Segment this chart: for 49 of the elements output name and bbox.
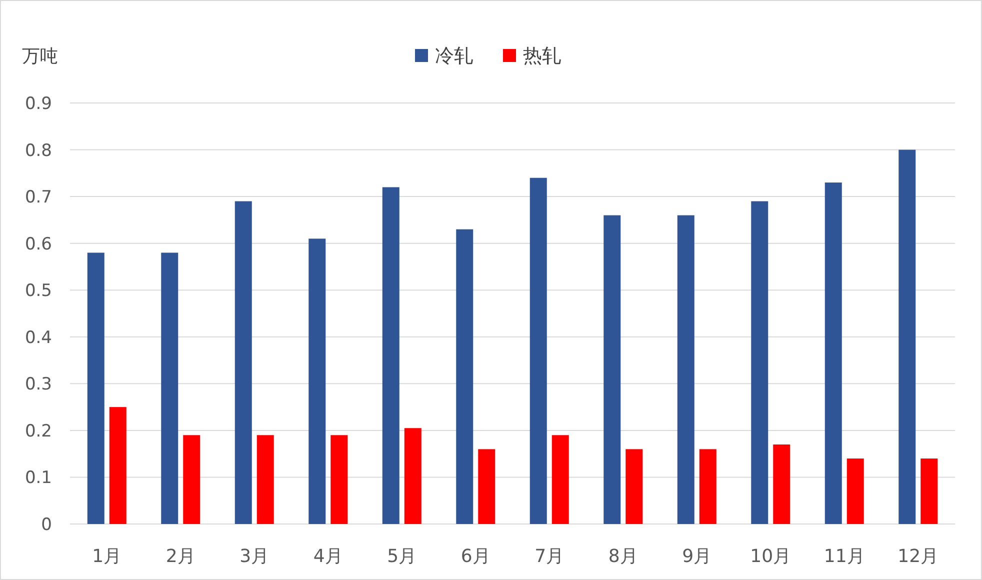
x-tick-label: 6月 <box>460 546 490 567</box>
bar <box>530 178 547 524</box>
bar <box>183 435 200 524</box>
x-tick-label: 3月 <box>240 546 270 567</box>
bar <box>751 201 768 524</box>
bar <box>604 215 621 524</box>
x-tick-label: 11月 <box>824 546 865 567</box>
bar <box>626 449 643 524</box>
y-tick-label: 0.5 <box>24 281 52 302</box>
bar <box>773 444 790 524</box>
x-tick-label: 5月 <box>387 546 417 567</box>
bar <box>699 449 716 524</box>
bar <box>308 238 326 524</box>
y-tick-label: 0.9 <box>24 94 52 114</box>
bar <box>846 458 864 524</box>
bar <box>87 252 104 524</box>
legend-label: 热轧 <box>523 45 561 67</box>
bar <box>478 449 496 524</box>
x-tick-label: 9月 <box>682 546 712 567</box>
y-tick-label: 0.8 <box>24 140 52 161</box>
bar <box>920 458 938 524</box>
bar <box>256 435 274 524</box>
y-tick-label: 0 <box>41 515 52 535</box>
bar <box>677 215 694 524</box>
x-tick-label: 10月 <box>750 546 792 567</box>
bar <box>404 428 422 524</box>
bar <box>552 435 569 524</box>
bar <box>161 252 178 524</box>
y-tick-label: 0.6 <box>24 234 52 254</box>
y-tick-label: 0.2 <box>24 421 52 442</box>
bar <box>234 201 252 524</box>
x-tick-label: 12月 <box>898 546 939 567</box>
x-tick-label: 7月 <box>534 546 564 567</box>
y-tick-label: 0.4 <box>24 328 52 348</box>
x-tick-label: 4月 <box>313 546 343 567</box>
x-tick-label: 1月 <box>92 546 122 567</box>
y-axis-title: 万吨 <box>22 46 58 67</box>
bar <box>382 187 400 524</box>
x-tick-label: 8月 <box>608 546 638 567</box>
x-tick-label: 2月 <box>166 546 196 567</box>
y-tick-label: 0.1 <box>24 468 52 488</box>
bar <box>456 229 474 524</box>
y-tick-label: 0.3 <box>24 374 52 395</box>
bar <box>824 182 842 524</box>
legend-label: 冷轧 <box>435 45 473 67</box>
bar <box>898 150 916 524</box>
bar <box>330 435 348 524</box>
bar <box>109 407 126 524</box>
y-tick-label: 0.7 <box>24 188 52 208</box>
